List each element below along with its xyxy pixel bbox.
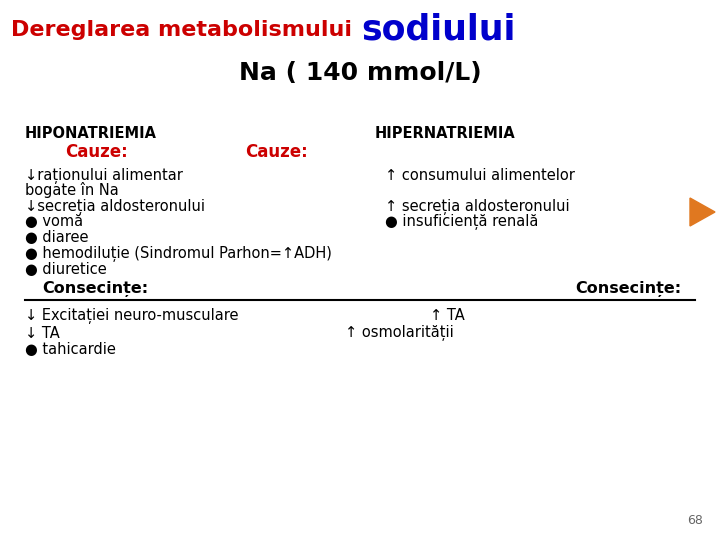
Text: ● insuficiență renală: ● insuficiență renală (385, 214, 539, 230)
Text: Consecințe:: Consecințe: (575, 281, 681, 297)
Text: ↑ consumului alimentelor: ↑ consumului alimentelor (385, 168, 575, 184)
Text: Dereglarea metabolismului: Dereglarea metabolismului (12, 19, 360, 40)
Text: sodiului: sodiului (361, 13, 516, 46)
Text: ● vomă: ● vomă (25, 214, 83, 230)
Polygon shape (690, 198, 715, 226)
Text: ↓ TA: ↓ TA (25, 326, 60, 341)
Text: ↓secreția aldosteronului: ↓secreția aldosteronului (25, 199, 205, 215)
Text: HIPERNATRIEMIA: HIPERNATRIEMIA (375, 125, 516, 140)
Text: 68: 68 (687, 514, 703, 526)
Text: ● hemodiluție (Sindromul Parhon=↑ADH): ● hemodiluție (Sindromul Parhon=↑ADH) (25, 246, 332, 262)
Text: ↑ secreția aldosteronului: ↑ secreția aldosteronului (385, 199, 570, 215)
Text: ↑ osmolarității: ↑ osmolarității (345, 325, 454, 341)
Text: Cauze:: Cauze: (245, 143, 307, 161)
Text: Consecințe:: Consecințe: (42, 281, 148, 297)
Text: ● diaree: ● diaree (25, 231, 89, 246)
Text: Cauze:: Cauze: (65, 143, 127, 161)
Text: ● diuretice: ● diuretice (25, 262, 107, 278)
Text: ↓raționului alimentar: ↓raționului alimentar (25, 168, 183, 184)
Text: bogate în Na: bogate în Na (25, 182, 119, 198)
Text: Na ( 140 mmol/L): Na ( 140 mmol/L) (239, 61, 481, 85)
Text: ↓ Excitației neuro-musculare: ↓ Excitației neuro-musculare (25, 308, 238, 324)
Text: HIPONATRIEMIA: HIPONATRIEMIA (25, 125, 157, 140)
Text: ● tahicardie: ● tahicardie (25, 342, 116, 357)
Text: ↑ TA: ↑ TA (430, 308, 464, 323)
